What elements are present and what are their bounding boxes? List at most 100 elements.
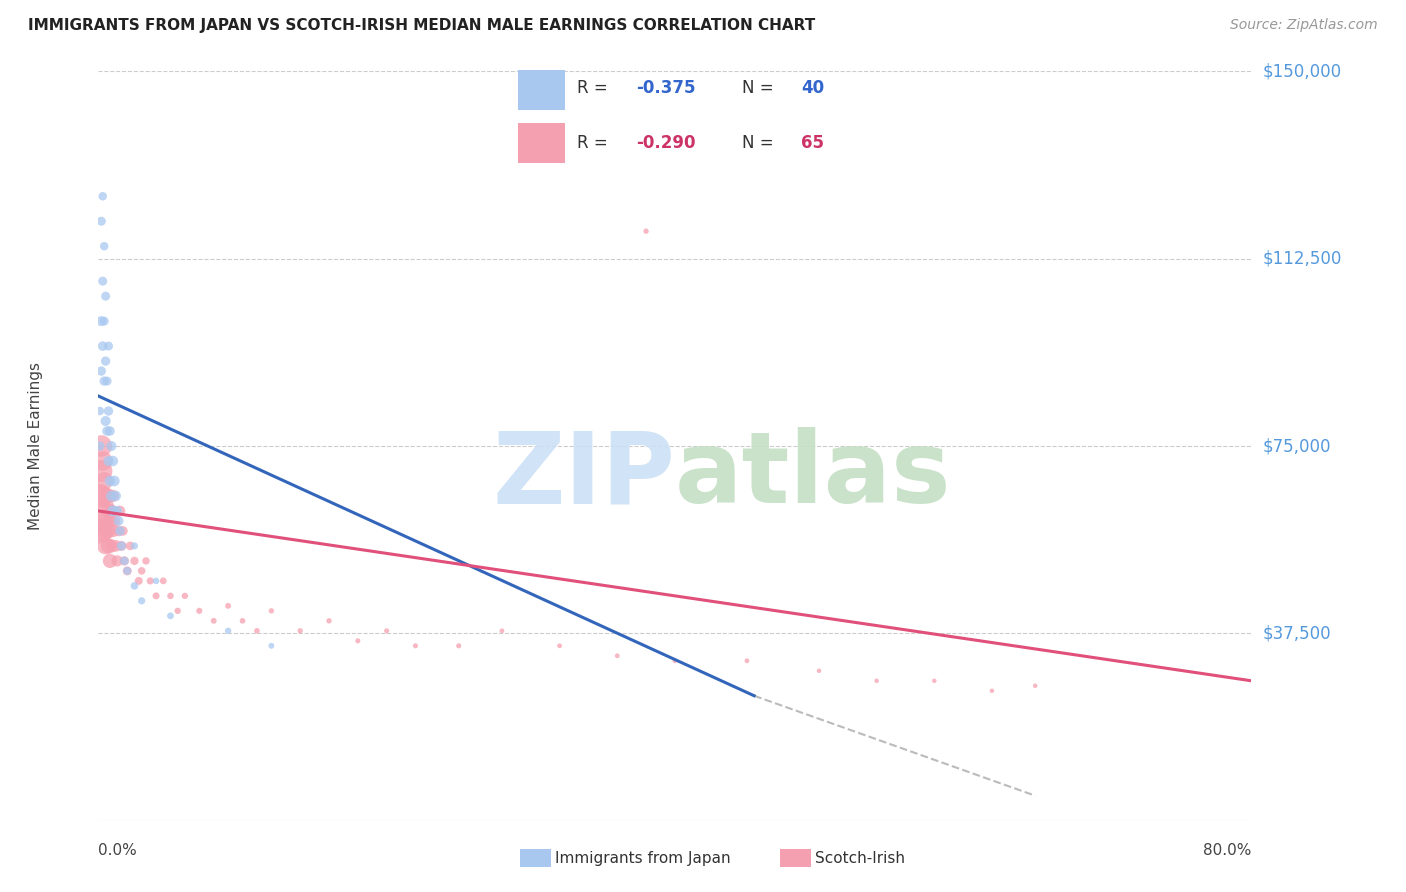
Point <box>97 539 120 553</box>
Point <box>231 614 254 628</box>
Point <box>94 354 117 368</box>
Point <box>606 648 628 663</box>
Text: $75,000: $75,000 <box>1263 437 1331 455</box>
Point <box>447 639 470 653</box>
Point <box>159 608 181 623</box>
Text: N =: N = <box>742 79 779 97</box>
Text: 0.0%: 0.0% <box>98 843 138 858</box>
Point <box>90 314 112 328</box>
Point <box>97 404 120 418</box>
Text: 80.0%: 80.0% <box>1204 843 1251 858</box>
Point <box>101 454 124 468</box>
Text: $37,500: $37,500 <box>1263 624 1331 642</box>
Text: -0.375: -0.375 <box>636 79 696 97</box>
Point <box>166 604 188 618</box>
Text: Immigrants from Japan: Immigrants from Japan <box>555 851 731 865</box>
Point <box>124 554 146 568</box>
Point <box>981 683 1004 698</box>
Point <box>145 574 167 588</box>
Point <box>866 673 889 688</box>
Point <box>124 579 146 593</box>
Point <box>491 624 513 638</box>
Point <box>120 539 142 553</box>
Text: -0.290: -0.290 <box>636 135 696 153</box>
Point <box>346 633 368 648</box>
Point <box>91 189 114 203</box>
Point <box>112 554 135 568</box>
Point <box>93 374 115 388</box>
Point <box>135 554 157 568</box>
Point <box>90 214 112 228</box>
Point <box>100 439 122 453</box>
Point <box>98 424 121 438</box>
Point <box>318 614 340 628</box>
Point <box>188 604 211 618</box>
Text: atlas: atlas <box>675 427 952 524</box>
Text: IMMIGRANTS FROM JAPAN VS SCOTCH-IRISH MEDIAN MALE EARNINGS CORRELATION CHART: IMMIGRANTS FROM JAPAN VS SCOTCH-IRISH ME… <box>28 18 815 33</box>
Point <box>96 489 118 503</box>
Point <box>101 524 124 538</box>
Point <box>98 474 121 488</box>
Point <box>94 499 117 513</box>
Text: Scotch-Irish: Scotch-Irish <box>815 851 905 865</box>
Text: 40: 40 <box>801 79 824 97</box>
Point <box>735 654 758 668</box>
Point <box>290 624 312 638</box>
Point <box>100 504 122 518</box>
Point <box>174 589 197 603</box>
Text: ZIP: ZIP <box>492 427 675 524</box>
Point <box>97 454 120 468</box>
Text: $112,500: $112,500 <box>1263 250 1341 268</box>
Point <box>111 524 134 538</box>
Point <box>89 404 111 418</box>
Point <box>91 524 114 538</box>
Point <box>90 514 112 528</box>
Point <box>89 489 111 503</box>
Point <box>105 504 128 518</box>
Point <box>98 554 121 568</box>
Point <box>202 614 225 628</box>
Point <box>96 374 118 388</box>
Point <box>90 464 112 478</box>
Point <box>548 639 571 653</box>
Text: Source: ZipAtlas.com: Source: ZipAtlas.com <box>1230 18 1378 32</box>
Point <box>94 414 117 428</box>
Point <box>97 339 120 353</box>
Text: N =: N = <box>742 135 779 153</box>
Point <box>90 439 112 453</box>
Text: R =: R = <box>576 135 613 153</box>
Point <box>104 489 127 503</box>
Point <box>107 524 129 538</box>
Bar <box>517 70 565 110</box>
Point <box>101 504 124 518</box>
Point <box>124 539 146 553</box>
Point <box>217 599 239 613</box>
Point <box>664 654 686 668</box>
Point <box>103 474 125 488</box>
Point <box>110 539 132 553</box>
Point <box>98 514 121 528</box>
Point <box>636 224 658 238</box>
Text: R =: R = <box>576 79 613 97</box>
Point <box>139 574 162 588</box>
Point <box>117 564 139 578</box>
Point <box>128 574 150 588</box>
Point <box>375 624 398 638</box>
Point <box>131 564 153 578</box>
Point <box>96 524 118 538</box>
Point <box>89 439 111 453</box>
Point <box>260 639 283 653</box>
Point <box>100 539 122 553</box>
Point <box>808 664 831 678</box>
Point <box>152 574 174 588</box>
Point <box>131 594 153 608</box>
Text: Median Male Earnings: Median Male Earnings <box>28 362 42 530</box>
Point <box>93 514 115 528</box>
Point <box>89 524 111 538</box>
Point <box>108 504 131 518</box>
Point <box>924 673 946 688</box>
Point <box>108 524 131 538</box>
Point <box>91 274 114 288</box>
Point <box>112 554 135 568</box>
Point <box>117 564 139 578</box>
